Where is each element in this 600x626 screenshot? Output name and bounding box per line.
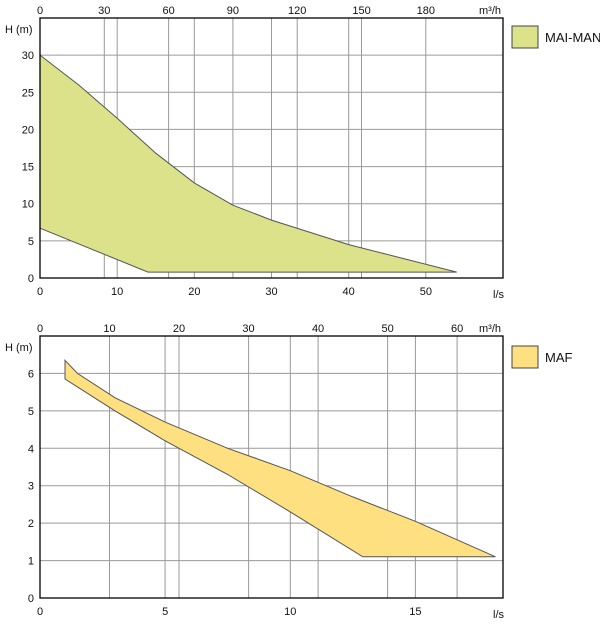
x-top-tick-label: 40 — [312, 323, 324, 335]
x-top-tick-label: 60 — [451, 323, 463, 335]
x-top-tick-label: 20 — [173, 323, 185, 335]
y-tick-label: 4 — [28, 443, 34, 455]
x-tick-label: 10 — [111, 286, 123, 298]
y-tick-label: 10 — [22, 199, 34, 211]
y-tick-label: 30 — [22, 50, 34, 62]
x-top-tick-label: 30 — [98, 5, 110, 17]
x-axis-label-top: m³/h — [479, 5, 501, 17]
x-top-tick-label: 60 — [162, 5, 174, 17]
legend-label: MAF — [545, 350, 573, 365]
y-tick-label: 5 — [28, 406, 34, 418]
x-top-tick-label: 30 — [242, 323, 254, 335]
x-top-tick-label: 0 — [37, 5, 43, 17]
y-tick-label: 6 — [28, 368, 34, 380]
x-top-tick-label: 90 — [227, 5, 239, 17]
x-top-tick-label: 180 — [417, 5, 435, 17]
plot-frame — [39, 17, 504, 279]
y-tick-label: 0 — [28, 593, 34, 605]
x-axis-label-bottom: l/s — [493, 609, 505, 621]
x-top-tick-label: 50 — [381, 323, 393, 335]
series-area-maf — [64, 359, 496, 558]
x-top-tick-label: 150 — [352, 5, 370, 17]
x-tick-label: 0 — [37, 286, 43, 298]
y-tick-label: 0 — [28, 273, 34, 285]
y-tick-label: 20 — [22, 124, 34, 136]
x-top-tick-label: 120 — [288, 5, 306, 17]
y-tick-label: 25 — [22, 87, 34, 99]
y-tick-label: 2 — [28, 518, 34, 530]
y-tick-label: 5 — [28, 236, 34, 248]
x-tick-label: 40 — [343, 286, 355, 298]
y-tick-label: 3 — [28, 481, 34, 493]
x-tick-label: 0 — [37, 606, 43, 618]
x-tick-label: 10 — [284, 606, 296, 618]
chart-panel-mai-man: MAI-MAN 0 10 20 30 40 50 0 30 60 90 120 150 180 0 5 10 15… — [5, 5, 600, 301]
x-tick-label: 20 — [188, 286, 200, 298]
x-axis-label-bottom: l/s — [493, 289, 505, 301]
legend-swatch — [511, 345, 539, 369]
x-tick-label: 30 — [265, 286, 277, 298]
legend-swatch — [511, 25, 539, 49]
legend-label: MAI-MAN — [545, 30, 600, 45]
x-axis-label-top: m³/h — [479, 323, 501, 335]
y-tick-label: 15 — [22, 162, 34, 174]
chart-panel-maf: MAF 0 5 10 15 0 10 20 30 40 50 60 0 1 2 3 4 5 6 H (m) l/s m³/… — [5, 323, 573, 621]
x-tick-label: 50 — [420, 286, 432, 298]
x-top-tick-label: 0 — [37, 323, 43, 335]
series-area-mai-man — [39, 54, 457, 273]
y-tick-label: 1 — [28, 556, 34, 568]
plot-frame — [39, 335, 504, 599]
x-top-tick-label: 10 — [103, 323, 115, 335]
x-tick-label: 5 — [162, 606, 168, 618]
y-axis-label: H (m) — [5, 342, 33, 354]
x-tick-label: 15 — [409, 606, 421, 618]
y-axis-label: H (m) — [5, 24, 33, 36]
